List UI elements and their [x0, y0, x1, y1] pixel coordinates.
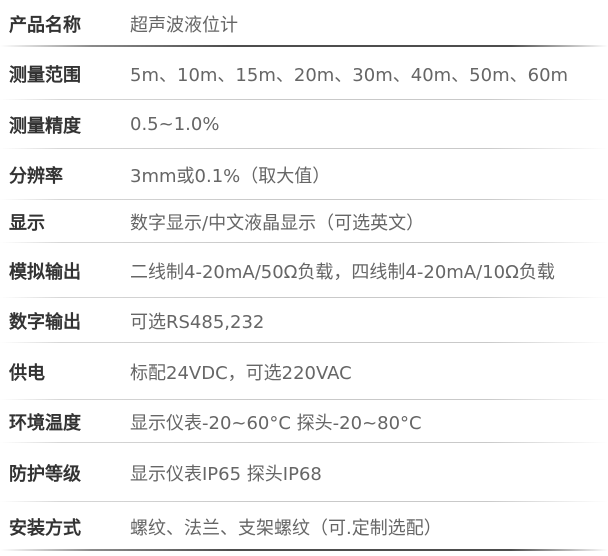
spec-label: 分辨率 — [9, 165, 63, 187]
spec-label: 供电 — [9, 362, 45, 384]
row-separator — [0, 442, 608, 443]
spec-value: 可选RS485,232 — [130, 311, 265, 333]
row-separator-dark — [0, 45, 608, 47]
spec-row: 供电 标配24VDC，可选220VAC — [0, 343, 608, 400]
spec-row: 测量范围 5m、10m、15m、20m、30m、40m、50m、60m — [0, 47, 608, 100]
row-separator — [0, 342, 608, 343]
spec-value: 显示仪表-20~60°C 探头-20~80°C — [130, 412, 422, 434]
row-separator — [0, 501, 608, 502]
spec-label: 安装方式 — [9, 517, 81, 539]
row-separator — [0, 199, 608, 200]
spec-value: 5m、10m、15m、20m、30m、40m、50m、60m — [130, 64, 569, 86]
spec-label: 模拟输出 — [9, 261, 81, 283]
spec-row: 模拟输出 二线制4-20mA/50Ω负载，四线制4-20mA/10Ω负载 — [0, 243, 608, 298]
row-separator-dark — [0, 549, 608, 551]
spec-value: 3mm或0.1%（取大值） — [130, 165, 331, 187]
row-separator — [0, 399, 608, 400]
spec-value: 0.5~1.0% — [130, 114, 220, 135]
spec-label: 产品名称 — [9, 14, 81, 36]
spec-row: 安装方式 螺纹、法兰、支架螺纹（可.定制选配） — [0, 502, 608, 551]
spec-value: 显示仪表IP65 探头IP68 — [130, 463, 322, 485]
row-separator — [0, 242, 608, 243]
spec-row: 显示 数字显示/中文液晶显示（可选英文） — [0, 200, 608, 243]
spec-row: 数字输出 可选RS485,232 — [0, 298, 608, 343]
spec-value: 数字显示/中文液晶显示（可选英文） — [130, 212, 425, 234]
spec-value: 标配24VDC，可选220VAC — [130, 362, 352, 384]
spec-value: 螺纹、法兰、支架螺纹（可.定制选配） — [130, 517, 442, 539]
spec-row: 分辨率 3mm或0.1%（取大值） — [0, 149, 608, 200]
spec-value: 超声波液位计 — [130, 14, 238, 36]
spec-label: 测量范围 — [9, 64, 81, 86]
row-separator — [0, 99, 608, 100]
spec-value: 二线制4-20mA/50Ω负载，四线制4-20mA/10Ω负载 — [130, 261, 555, 283]
spec-label: 环境温度 — [9, 412, 81, 434]
spec-row: 环境温度 显示仪表-20~60°C 探头-20~80°C — [0, 400, 608, 443]
spec-label: 数字输出 — [9, 311, 81, 333]
spec-row: 防护等级 显示仪表IP65 探头IP68 — [0, 443, 608, 502]
spec-label: 测量精度 — [9, 115, 81, 137]
spec-label: 防护等级 — [9, 463, 81, 485]
spec-row: 测量精度 0.5~1.0% — [0, 100, 608, 149]
row-separator — [0, 297, 608, 298]
spec-row: 产品名称 超声波液位计 — [0, 0, 608, 47]
row-separator — [0, 148, 608, 149]
spec-label: 显示 — [9, 212, 45, 234]
